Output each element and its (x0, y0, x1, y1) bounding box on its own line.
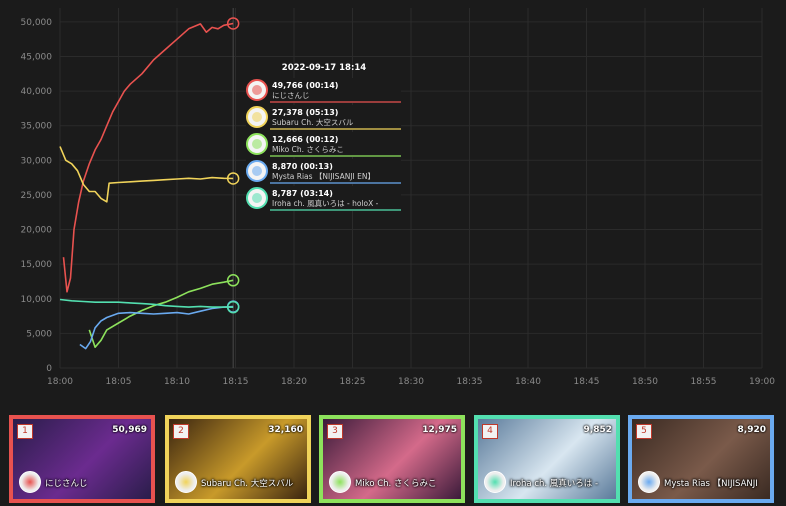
series-line-2 (59, 146, 234, 203)
tooltip-row-bg (246, 159, 401, 184)
channel-avatar-icon (638, 471, 660, 493)
viewer-count: 32,160 (268, 425, 303, 435)
x-tick-label: 18:05 (106, 377, 132, 387)
y-tick-label: 35,000 (21, 122, 53, 132)
channel-avatar-icon (175, 471, 197, 493)
channel-avatar-icon (329, 471, 351, 493)
viewer-count-line-chart: 0 5,000 10,000 15,000 20,000 25,000 30,000 35,0… (21, 8, 775, 387)
viewer-count: 9,852 (583, 425, 612, 435)
x-tick-label: 18:35 (457, 377, 483, 387)
y-tick-label: 30,000 (21, 156, 53, 166)
tooltip-channel-name: Iroha ch. 風真いろは - holoX - (272, 198, 379, 208)
x-tick-label: 19:00 (749, 377, 775, 387)
y-axis-ticks: 0 5,000 10,000 15,000 20,000 25,000 30,000 35,0… (21, 18, 53, 374)
tooltip-row-bg (246, 186, 401, 211)
x-tick-label: 18:55 (691, 377, 717, 387)
viewer-count: 50,969 (112, 425, 147, 435)
tooltip-channel-name: Subaru Ch. 大空スバル (272, 117, 354, 127)
series-marker-1 (226, 17, 240, 30)
x-axis-ticks: 18:00 18:05 18:10 18:15 18:20 18:25 18:30 18:35… (47, 377, 775, 387)
channel-avatar-icon (484, 471, 506, 493)
series-line-1 (62, 22, 234, 293)
viewer-count: 12,975 (422, 425, 457, 435)
tooltip-avatar-inner-icon (252, 85, 262, 95)
ranking-card-3[interactable]: 3 12,975 Miko Ch. さくらみこ (319, 415, 465, 503)
tooltip-value: 49,766 (00:14) (272, 81, 338, 90)
channel-name: Subaru Ch. 大空スバル (201, 479, 294, 489)
series-marker-5 (226, 300, 240, 314)
tooltip-row-bg (246, 132, 401, 157)
y-tick-label: 50,000 (21, 18, 53, 28)
y-tick-label: 25,000 (21, 191, 53, 201)
series-marker-2 (226, 172, 240, 185)
x-tick-label: 18:30 (398, 377, 424, 387)
hover-tooltip: 2022-09-17 18:14 49,766 (00:14)にじさんじ 27,37… (246, 63, 401, 211)
tooltip-row-bg (246, 105, 401, 130)
tooltip-row-bg (246, 78, 401, 103)
channel-name: Miko Ch. さくらみこ (355, 479, 437, 489)
tooltip-avatar-inner-icon (252, 193, 262, 203)
x-tick-label: 18:15 (223, 377, 249, 387)
viewer-count: 8,920 (737, 425, 766, 435)
y-tick-label: 5,000 (26, 329, 52, 339)
ranking-card-1[interactable]: 1 50,969 にじさんじ (9, 415, 155, 503)
tooltip-avatar-inner-icon (252, 112, 262, 122)
channel-name: Mysta Rias 【NIJISANJI (664, 479, 758, 489)
x-tick-label: 18:20 (281, 377, 307, 387)
tooltip-channel-name: Mysta Rias 【NIJISANJI EN】 (272, 172, 375, 181)
y-tick-label: 20,000 (21, 226, 53, 236)
x-tick-label: 18:40 (515, 377, 541, 387)
series-line-5 (59, 298, 234, 308)
x-tick-label: 18:45 (574, 377, 600, 387)
y-tick-label: 45,000 (21, 52, 53, 62)
tooltip-value: 8,870 (00:13) (272, 162, 333, 171)
y-tick-label: 15,000 (21, 260, 53, 270)
y-tick-label: 0 (46, 364, 52, 374)
channel-name: にじさんじ (45, 479, 88, 489)
tooltip-value: 12,666 (00:12) (272, 135, 338, 144)
tooltip-title: 2022-09-17 18:14 (282, 63, 366, 73)
chart-grid (59, 8, 763, 369)
channel-avatar-icon (19, 471, 41, 493)
ranking-cards: 1 50,969 にじさんじ 2 32,160 Subaru Ch. 大空スバル 3 12,9… (0, 412, 786, 506)
tooltip-avatar-inner-icon (252, 139, 262, 149)
ranking-card-4[interactable]: 4 9,852 Iroha ch. 風真いろは - (474, 415, 620, 503)
x-tick-label: 18:50 (632, 377, 658, 387)
tooltip-channel-name: Miko Ch. さくらみこ (272, 145, 344, 154)
rank-badge: 3 (327, 424, 343, 439)
rank-badge: 2 (173, 424, 189, 439)
rank-badge: 1 (17, 424, 33, 439)
series-lines (59, 17, 240, 350)
tooltip-value: 27,378 (05:13) (272, 108, 338, 117)
x-tick-label: 18:00 (47, 377, 73, 387)
tooltip-channel-name: にじさんじ (272, 91, 310, 100)
y-tick-label: 10,000 (21, 295, 53, 305)
ranking-card-5[interactable]: 5 8,920 Mysta Rias 【NIJISANJI (628, 415, 774, 503)
rank-badge: 5 (636, 424, 652, 439)
x-tick-label: 18:10 (164, 377, 190, 387)
channel-name: Iroha ch. 風真いろは - (510, 479, 599, 489)
series-marker-3 (226, 274, 240, 287)
x-tick-label: 18:25 (340, 377, 366, 387)
series-line-3 (88, 279, 234, 348)
tooltip-avatar-inner-icon (252, 166, 262, 176)
ranking-card-2[interactable]: 2 32,160 Subaru Ch. 大空スバル (165, 415, 311, 503)
rank-badge: 4 (482, 424, 498, 439)
y-tick-label: 40,000 (21, 87, 53, 97)
series-line-4 (79, 305, 234, 350)
tooltip-value: 8,787 (03:14) (272, 189, 333, 198)
